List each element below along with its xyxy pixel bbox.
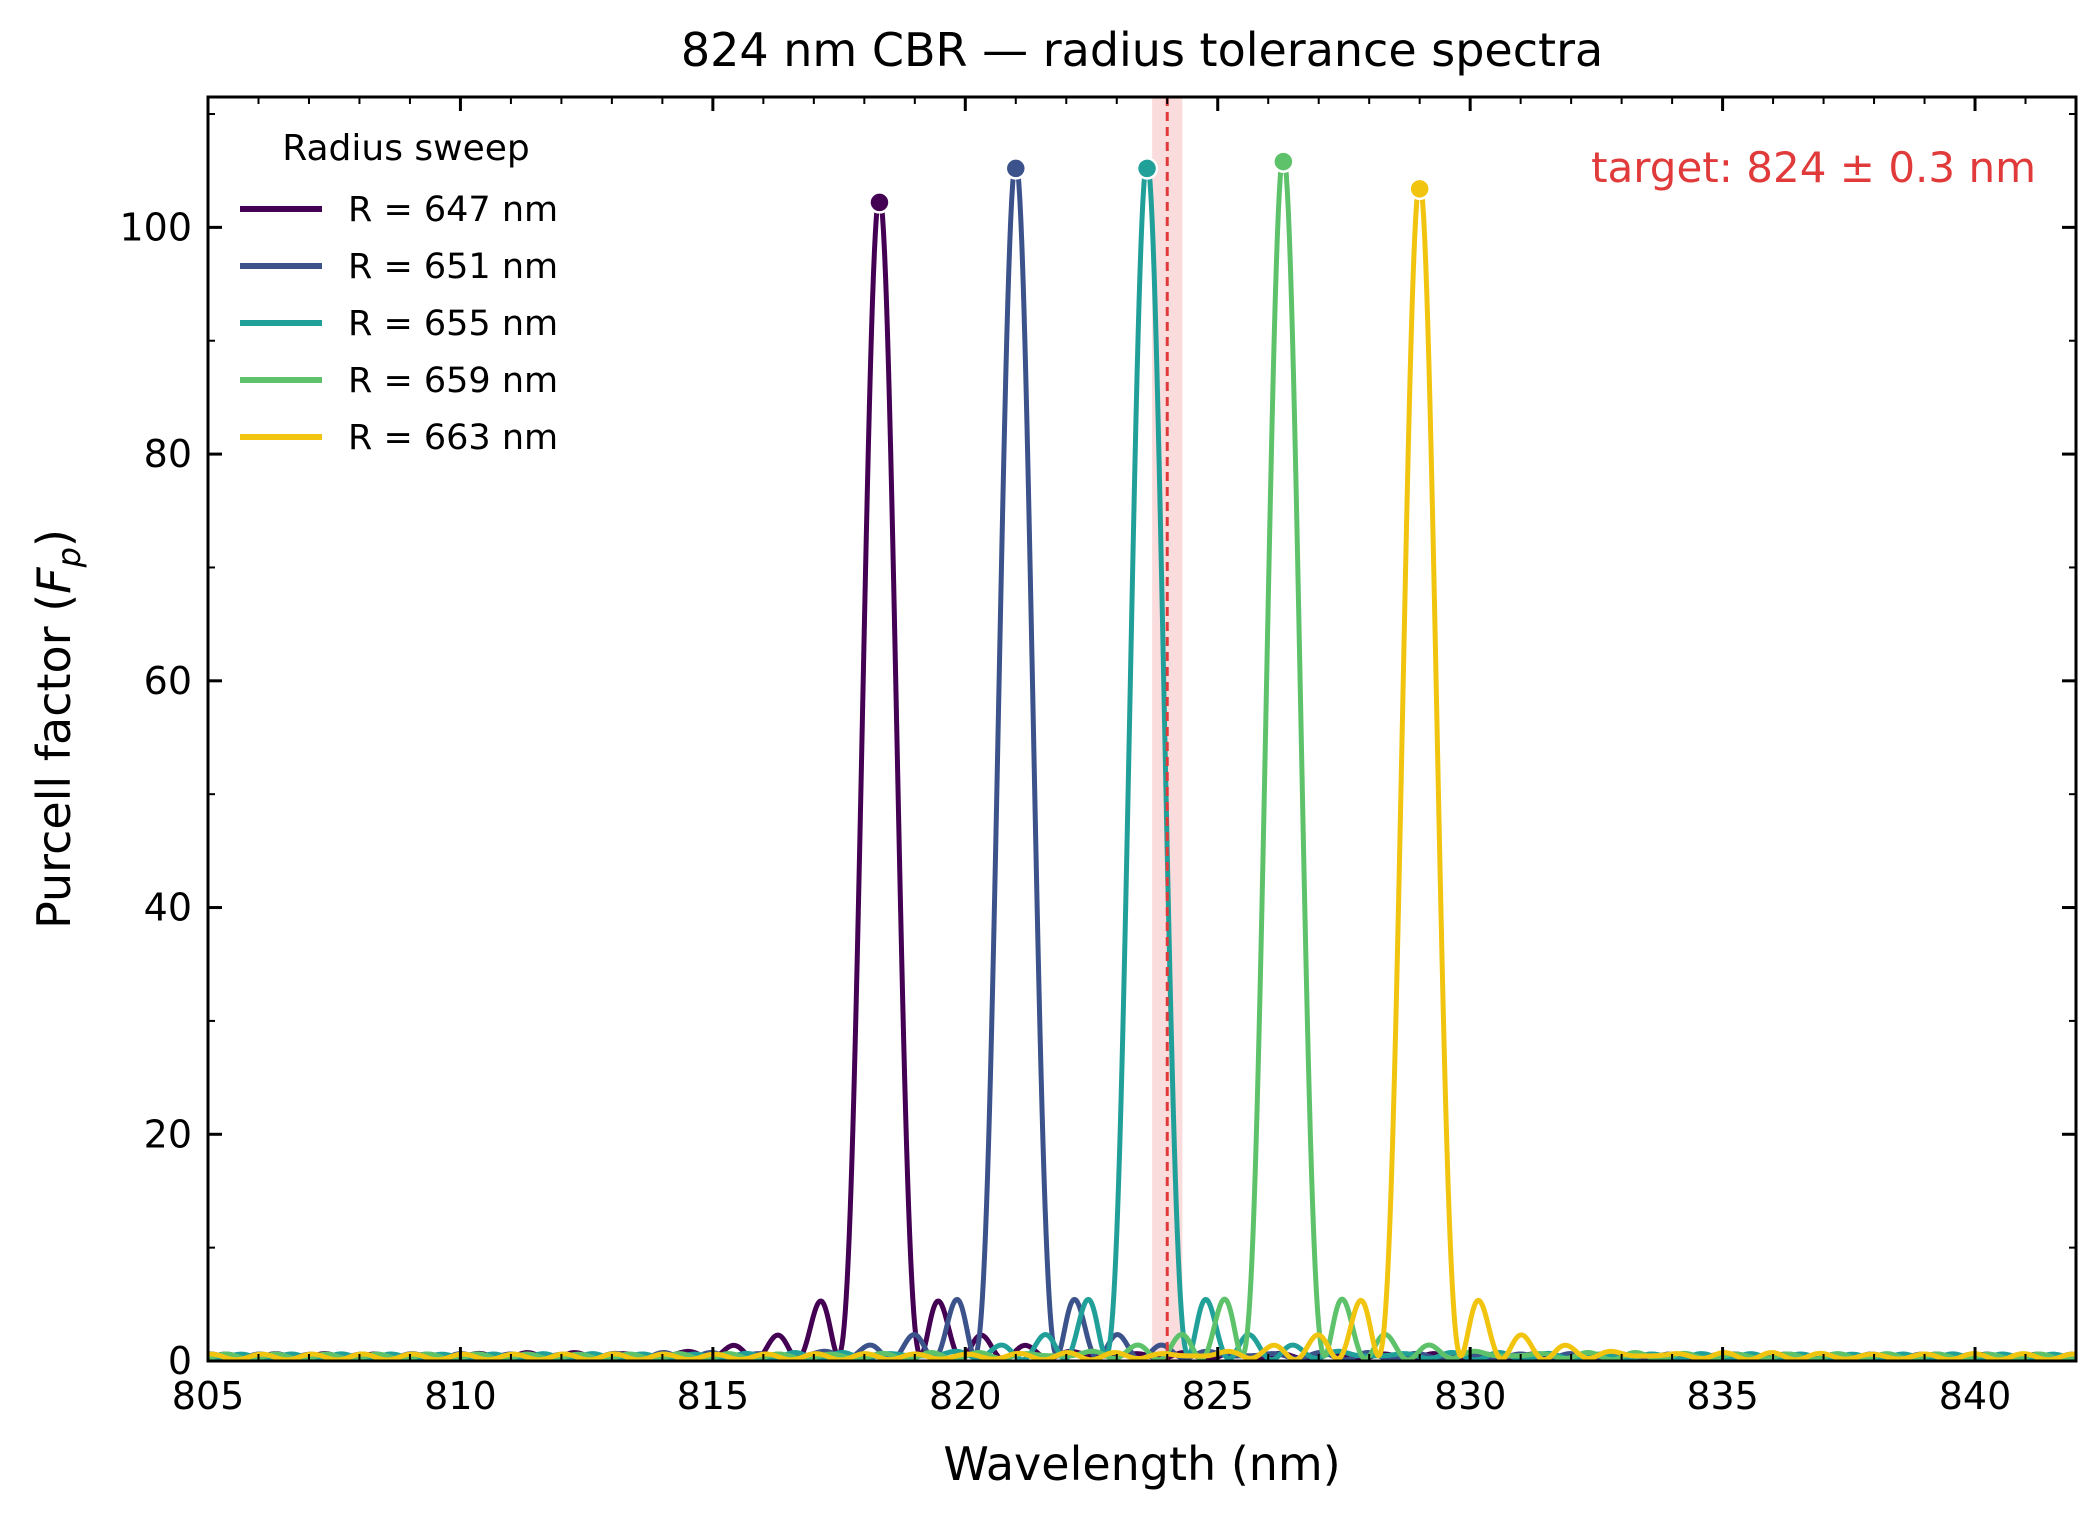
plot-frame xyxy=(206,95,2078,1363)
x-tick-label: 825 xyxy=(1181,1374,1254,1418)
peak-marker xyxy=(1272,150,1295,173)
y-tick-label: 80 xyxy=(144,432,192,476)
y-tick-label: 0 xyxy=(168,1339,192,1383)
x-tick-label: 820 xyxy=(929,1374,1002,1418)
series-line xyxy=(208,179,2076,1361)
chart-title: 824 nm CBR — radius tolerance spectra xyxy=(681,23,1603,77)
y-tick-label: 40 xyxy=(144,886,192,930)
x-axis-label: Wavelength (nm) xyxy=(943,1437,1340,1491)
y-axis: 0 20 40 60 80 100 xyxy=(119,113,2076,1383)
target-annotation: target: 824 ± 0.3 nm xyxy=(1591,143,2036,192)
x-axis: 805 810 815 820 825 830 835 840 xyxy=(172,97,2077,1418)
y-tick-label: 100 xyxy=(119,205,192,249)
x-tick-label: 835 xyxy=(1686,1374,1759,1418)
legend-item-label: R = 659 nm xyxy=(348,361,558,401)
legend-item-label: R = 655 nm xyxy=(348,304,558,344)
y-tick-label: 20 xyxy=(144,1112,192,1156)
legend-item-label: R = 647 nm xyxy=(348,190,558,230)
legend-title: Radius sweep xyxy=(282,128,530,169)
x-tick-label: 810 xyxy=(424,1374,497,1418)
legend-item-label: R = 651 nm xyxy=(348,247,558,287)
peak-marker xyxy=(1004,157,1028,180)
x-tick-label: 805 xyxy=(172,1374,245,1418)
y-axis-label: Purcell factor (Fp) xyxy=(27,529,88,929)
legend: Radius sweep R = 647 nm R = 651 nm R = 655… xyxy=(240,128,558,458)
x-tick-label: 830 xyxy=(1434,1374,1507,1418)
peak-marker xyxy=(1408,177,1431,201)
peak-marker xyxy=(1135,157,1159,180)
x-tick-label: 815 xyxy=(677,1374,750,1418)
peak-marker xyxy=(868,191,891,214)
y-tick-label: 60 xyxy=(144,659,192,703)
legend-item-label: R = 663 nm xyxy=(348,418,558,458)
x-tick-label: 840 xyxy=(1939,1374,2012,1418)
